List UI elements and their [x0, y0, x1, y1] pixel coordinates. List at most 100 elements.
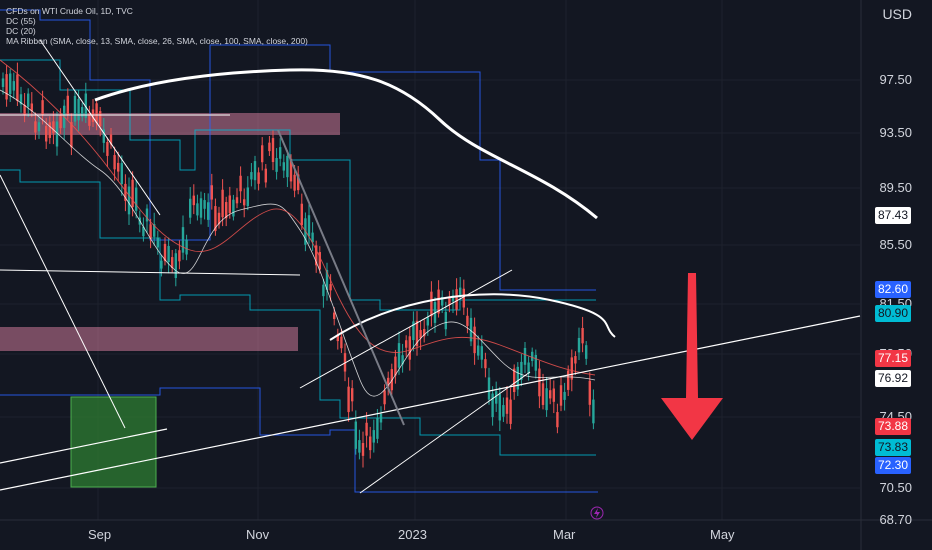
- candle-body: [235, 197, 239, 204]
- candle-body: [347, 386, 350, 413]
- candle-body: [145, 208, 149, 222]
- candle-body: [419, 330, 422, 339]
- candle-body: [243, 199, 246, 206]
- candle-body: [325, 269, 329, 290]
- candle-body: [365, 422, 368, 436]
- candle-body: [498, 394, 501, 421]
- price-badge-80: 80.90: [875, 305, 911, 322]
- candle-body: [487, 377, 491, 400]
- candle-body: [99, 111, 102, 127]
- ma-26: [0, 59, 596, 376]
- candle-body: [34, 121, 37, 133]
- price-tick: 97.50: [879, 72, 912, 87]
- candle-body: [73, 95, 77, 122]
- candle-body: [376, 417, 379, 439]
- candle-body: [300, 203, 303, 226]
- candle-body: [9, 73, 12, 94]
- candle-body: [178, 250, 181, 262]
- candle-body: [430, 291, 433, 317]
- currency-label[interactable]: USD: [882, 6, 912, 22]
- candle-body: [574, 356, 577, 364]
- candle-body: [379, 413, 383, 423]
- wedge-upper: [299, 269, 513, 389]
- candle-body: [239, 175, 242, 192]
- donchian-55: [0, 9, 598, 493]
- candle-body: [423, 329, 426, 337]
- candle-body: [203, 200, 206, 209]
- candle-body: [351, 388, 354, 402]
- candle-body: [401, 355, 404, 365]
- candle-body: [412, 321, 415, 341]
- time-label-mar: Mar: [553, 527, 576, 542]
- candle-body: [588, 380, 591, 405]
- candle-body: [358, 440, 361, 453]
- candle-body: [394, 356, 397, 376]
- candle-body: [289, 158, 293, 182]
- candle-body: [127, 186, 131, 215]
- candle-body: [228, 195, 231, 213]
- candle-body: [520, 361, 523, 380]
- candle-body: [340, 336, 343, 349]
- candle-body: [473, 326, 476, 354]
- candle-body: [189, 198, 192, 218]
- price-badge-87: 87.43: [875, 207, 911, 224]
- price-tick: 93.50: [879, 125, 912, 140]
- candle-body: [307, 215, 311, 237]
- candle-body: [570, 357, 573, 380]
- candle-body: [250, 172, 253, 180]
- candle-body: [437, 289, 440, 314]
- candle-body: [275, 157, 278, 172]
- candle-body: [286, 155, 289, 178]
- ma-200: [94, 68, 598, 220]
- candle-body: [70, 122, 73, 148]
- candle-body: [210, 185, 213, 200]
- candle-body: [37, 122, 41, 132]
- candle-body: [23, 104, 26, 115]
- candle-body: [405, 340, 408, 348]
- candle-body: [318, 252, 321, 270]
- candle-body: [196, 203, 199, 216]
- candle-body: [534, 354, 537, 371]
- candle-body: [95, 103, 98, 124]
- legend: CFDs on WTI Crude Oil, 1D, TVC DC (55) D…: [6, 6, 308, 46]
- candle-body: [459, 287, 462, 296]
- candle-body: [156, 237, 159, 248]
- candle-body: [336, 334, 339, 342]
- candle-body: [469, 317, 473, 342]
- candle-body: [552, 388, 555, 402]
- lightning-icon: [594, 508, 600, 518]
- candle-body: [1, 78, 5, 87]
- candle-body: [102, 129, 105, 143]
- candle-body: [214, 206, 217, 232]
- candle-body: [153, 224, 156, 237]
- candle-body: [455, 289, 458, 310]
- candle-body: [113, 155, 116, 170]
- candle-body: [225, 202, 228, 219]
- candle-body: [131, 179, 134, 208]
- candle-body: [232, 199, 235, 217]
- candle-body: [84, 93, 87, 118]
- price-tick: 89.50: [879, 180, 912, 195]
- legend-ma-ribbon: MA Ribbon (SMA, close, 13, SMA, close, 2…: [6, 36, 308, 46]
- candle-body: [16, 74, 19, 102]
- candle-body: [52, 121, 55, 134]
- candle-body: [556, 412, 559, 428]
- price-badge-77: 77.15: [875, 350, 911, 367]
- candle-body: [585, 345, 588, 359]
- descending-line-a: [0, 174, 126, 429]
- candle-body: [163, 243, 167, 262]
- candle-body: [27, 93, 30, 107]
- candle-body: [59, 115, 62, 129]
- candle-body: [124, 183, 127, 201]
- candle-body: [513, 368, 516, 393]
- candle-body: [480, 346, 483, 360]
- candle-body: [448, 296, 451, 306]
- candle-body: [217, 212, 221, 225]
- candle-body: [477, 345, 480, 356]
- candle-body: [545, 388, 548, 411]
- candle-body: [192, 195, 195, 206]
- price-badge-73-88: 73.88: [875, 418, 911, 435]
- candle-body: [77, 98, 80, 121]
